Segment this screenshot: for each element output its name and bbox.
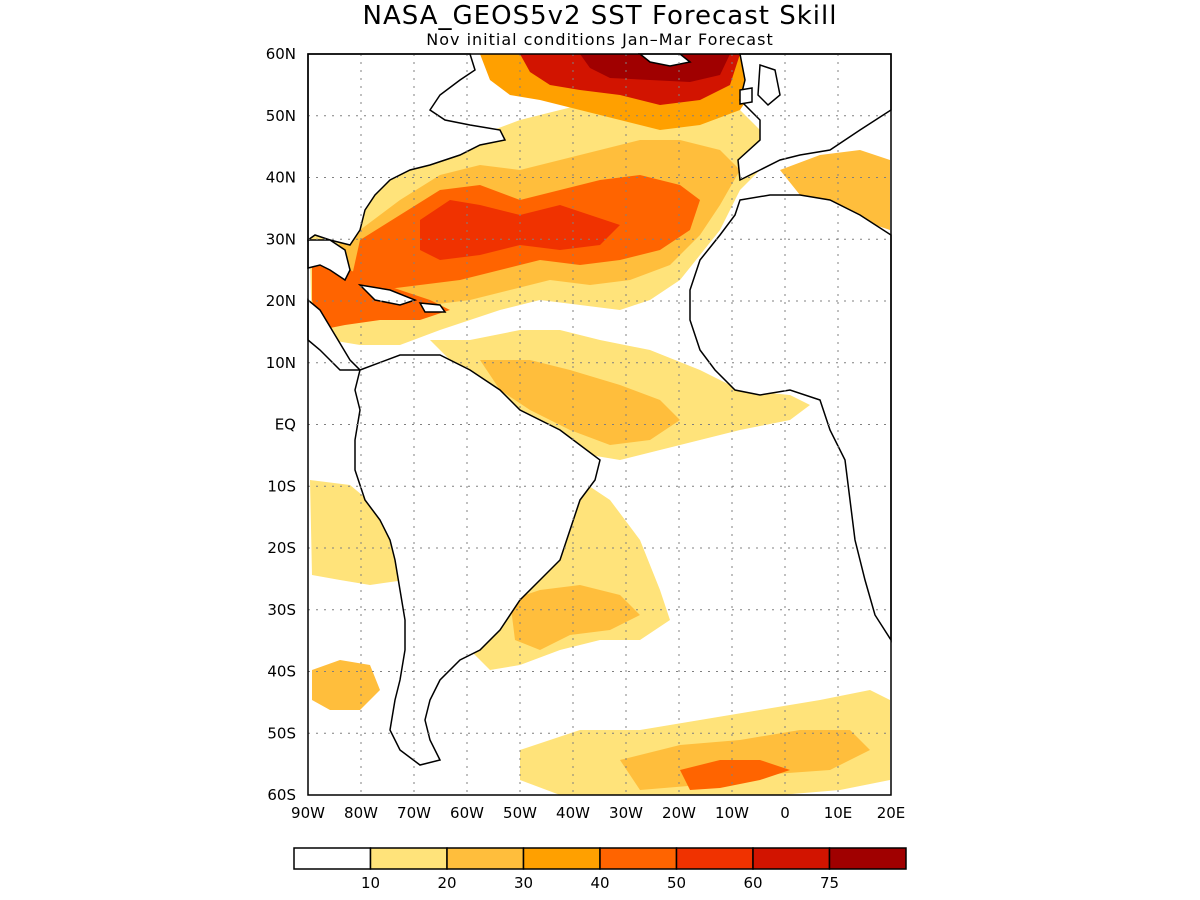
lat-tick-label: EQ <box>275 416 296 434</box>
colorbar-swatch <box>828 847 907 870</box>
colorbar-swatch <box>293 847 372 870</box>
colorbar-label: 30 <box>514 874 533 892</box>
colorbar-label: 75 <box>820 874 839 892</box>
skill-region-equatorial-mid <box>480 360 680 445</box>
colorbar: 10 20 30 40 50 60 75 <box>293 847 907 892</box>
skill-region-subpolar-max <box>580 54 730 82</box>
longitude-labels: 90W 80W 70W 60W 50W 40W 30W 20W 10W 0 10E 20E <box>291 804 905 822</box>
lat-tick-label: 10N <box>266 354 296 372</box>
map-frame <box>307 53 892 796</box>
colorbar-label: 40 <box>590 874 609 892</box>
latitude-labels: 60N 50N 40N 30N 20N 10N EQ 10S 20S 30S 40S 50S 60S <box>266 45 296 804</box>
colorbar-swatch <box>369 847 448 870</box>
landmass-south-america <box>354 354 601 766</box>
skill-region-southeast-pacific <box>312 660 380 710</box>
lon-tick-label: 70W <box>397 804 431 822</box>
colorbar-label: 60 <box>743 874 762 892</box>
lon-tick-label: 40W <box>556 804 590 822</box>
lat-lon-grid <box>308 54 891 795</box>
colorbar-label: 50 <box>667 874 686 892</box>
lon-tick-label: 10E <box>824 804 853 822</box>
lon-tick-label: 0 <box>780 804 790 822</box>
skill-region-south-atlantic-mid <box>510 585 640 650</box>
skill-region-pacific-coast <box>310 480 410 585</box>
lat-tick-label: 50S <box>267 724 296 742</box>
colorbar-swatch <box>752 847 831 870</box>
landmass-north-america <box>307 53 507 246</box>
lat-tick-label: 60S <box>267 786 296 804</box>
landmass-africa <box>689 194 892 643</box>
colorbar-swatch <box>522 847 601 870</box>
lat-tick-label: 60N <box>266 45 296 63</box>
lat-tick-label: 50N <box>266 107 296 125</box>
coastlines <box>307 53 892 766</box>
skill-region-mediterranean <box>780 150 890 230</box>
lon-tick-label: 30W <box>609 804 643 822</box>
landmass-hispaniola <box>418 302 447 313</box>
landmass-gulf-coast <box>307 239 351 282</box>
figure-subtitle: Nov initial conditions Jan–Mar Forecast <box>426 30 773 49</box>
lon-tick-label: 80W <box>344 804 378 822</box>
colorbar-swatch <box>599 847 678 870</box>
colorbar-swatch <box>675 847 754 870</box>
landmass-ireland <box>739 87 753 105</box>
lat-tick-label: 30S <box>267 601 296 619</box>
landmass-cuba <box>357 283 418 306</box>
lon-tick-label: 50W <box>503 804 537 822</box>
lon-tick-label: 20W <box>662 804 696 822</box>
colorbar-swatch <box>446 847 525 870</box>
lat-tick-label: 30N <box>266 230 296 248</box>
colorbar-label: 10 <box>361 874 380 892</box>
figure-title: NASA_GEOS5v2 SST Forecast Skill <box>363 1 838 31</box>
lat-tick-label: 10S <box>267 477 296 495</box>
lon-tick-label: 20E <box>877 804 906 822</box>
lon-tick-label: 90W <box>291 804 325 822</box>
lat-tick-label: 20N <box>266 292 296 310</box>
lon-tick-label: 60W <box>450 804 484 822</box>
lat-tick-label: 40S <box>267 663 296 681</box>
skill-region-southern-ocean-core <box>680 760 790 790</box>
lat-tick-label: 20S <box>267 539 296 557</box>
lon-tick-label: 10W <box>715 804 749 822</box>
lat-tick-label: 40N <box>266 169 296 187</box>
landmass-great-britain <box>757 63 781 107</box>
colorbar-label: 20 <box>437 874 456 892</box>
